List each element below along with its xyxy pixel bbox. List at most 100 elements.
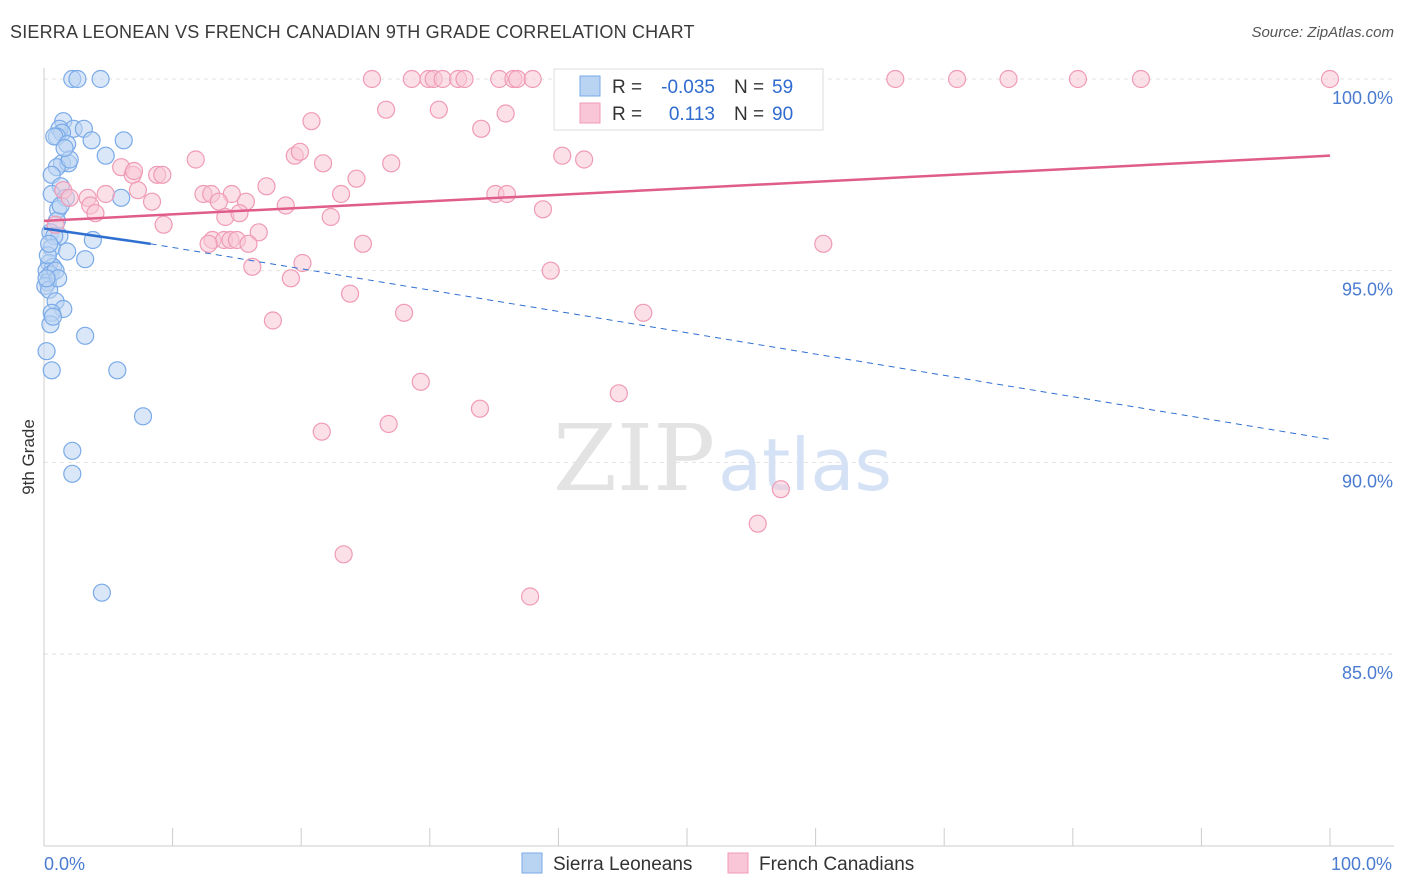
bottom-legend-swatch-sierra-leoneans	[521, 852, 543, 874]
point-french-canadian-75	[243, 257, 262, 276]
point-french-canadian-77	[281, 269, 301, 288]
point-sierra-leonean-44	[42, 361, 61, 380]
point-french-canadian-31	[575, 150, 594, 169]
correlation-legend: R = -0.035 N = 59 R = 0.113 N = 90	[553, 68, 824, 131]
point-french-canadian-22	[1320, 69, 1340, 89]
point-sierra-leonean-48	[63, 464, 82, 483]
y-tick-labels: 85.0% 90.0% 95.0% 100.0%	[1332, 88, 1393, 683]
point-french-canadian-74	[293, 253, 312, 273]
point-french-canadian-9	[508, 69, 527, 89]
point-sierra-leonean-1	[68, 69, 87, 89]
y-tick-label-85: 85.0%	[1342, 663, 1393, 683]
bottom-legend-label-sierra-leoneans: Sierra Leoneans	[553, 854, 692, 875]
trendline-sierra-leoneans	[43, 227, 151, 246]
bottom-legend-swatch-french-canadians	[727, 852, 749, 874]
point-french-canadian-61	[533, 200, 553, 219]
point-french-canadian-89	[334, 545, 353, 564]
legend-r-value-1: -0.035	[661, 77, 715, 98]
point-sierra-leonean-58	[37, 269, 56, 288]
point-french-canadian-81	[263, 311, 283, 330]
series-french-canadians	[46, 69, 1340, 606]
point-french-canadian-21	[1131, 69, 1151, 89]
point-french-canadian-42	[128, 181, 147, 200]
y-axis-label: 9th Grade	[19, 419, 38, 495]
point-french-canadian-54	[142, 192, 162, 211]
point-french-canadian-48	[331, 184, 351, 204]
point-french-canadian-19	[999, 69, 1018, 89]
point-french-canadian-76	[541, 261, 560, 280]
point-french-canadian-35	[382, 154, 401, 173]
point-french-canadian-29	[290, 142, 310, 161]
point-french-canadian-79	[394, 303, 414, 322]
point-french-canadian-38	[124, 161, 144, 181]
point-french-canadian-10	[523, 69, 542, 89]
point-french-canadian-6	[455, 69, 474, 89]
point-french-canadian-4	[433, 69, 452, 89]
point-french-canadian-70	[199, 234, 218, 253]
point-french-canadian-64	[154, 215, 173, 234]
point-french-canadian-1	[402, 69, 421, 89]
point-french-canadian-84	[470, 399, 490, 418]
legend-r-label-2: R =	[612, 104, 642, 125]
point-sierra-leonean-30	[76, 250, 95, 269]
point-french-canadian-17	[886, 69, 905, 89]
trendline-sierra-leoneans-extrapolated	[150, 243, 1331, 440]
point-sierra-leonean-46	[133, 407, 153, 426]
legend-swatch-sierra-leoneans	[579, 75, 601, 97]
watermark-atlas: atlas	[718, 423, 892, 507]
point-french-canadian-40	[347, 169, 366, 188]
point-french-canadian-62	[230, 204, 249, 223]
y-tick-label-95: 95.0%	[1342, 280, 1393, 300]
point-french-canadian-65	[249, 223, 268, 242]
legend-r-value-2: 0.113	[669, 104, 715, 125]
point-sierra-leonean-42	[76, 326, 95, 345]
point-french-canadian-26	[302, 112, 321, 131]
legend-n-label-2: N =	[734, 104, 764, 125]
point-french-canadian-71	[353, 234, 373, 253]
point-french-canadian-59	[321, 207, 340, 227]
point-french-canadian-72	[814, 234, 833, 253]
point-french-canadian-25	[496, 104, 515, 123]
trendlines	[43, 154, 1331, 440]
x-axis-ticks	[172, 828, 1331, 846]
point-french-canadian-30	[553, 146, 572, 165]
point-french-canadian-87	[771, 480, 790, 499]
point-french-canadian-51	[60, 188, 79, 207]
point-french-canadian-73	[239, 234, 258, 253]
legend-swatch-french-canadians	[579, 102, 601, 124]
legend-n-value-1: 59	[772, 77, 793, 98]
y-tick-label-100: 100.0%	[1332, 88, 1393, 108]
point-french-canadian-53	[209, 192, 228, 211]
series-sierra-leoneans	[36, 69, 153, 602]
point-french-canadian-41	[257, 177, 276, 196]
point-french-canadian-86	[312, 422, 331, 441]
point-sierra-leonean-47	[63, 441, 82, 460]
point-french-canadian-90	[521, 587, 540, 606]
legend-r-label-1: R =	[612, 77, 642, 98]
point-french-canadian-32	[186, 150, 205, 169]
point-sierra-leonean-49	[92, 583, 111, 602]
legend-n-label-1: N =	[734, 77, 764, 98]
point-french-canadian-60	[276, 196, 295, 215]
watermark-zip: ZIP	[553, 405, 715, 512]
point-french-canadian-50	[497, 184, 517, 204]
trendline-french-canadians	[43, 154, 1331, 223]
legend-n-value-2: 90	[772, 104, 793, 125]
point-french-canadian-78	[340, 284, 360, 303]
point-sierra-leonean-13	[96, 146, 115, 165]
point-sierra-leonean-21	[112, 188, 131, 207]
point-french-canadian-83	[609, 384, 628, 403]
point-french-canadian-24	[429, 100, 448, 119]
point-sierra-leonean-57	[55, 138, 74, 158]
point-french-canadian-39	[153, 165, 172, 184]
point-sierra-leonean-45	[108, 361, 127, 380]
point-french-canadian-0	[362, 69, 382, 89]
point-sierra-leonean-43	[37, 342, 56, 361]
point-french-canadian-45	[96, 184, 115, 204]
point-french-canadian-82	[411, 372, 430, 391]
x-tick-label-min: 0.0%	[44, 854, 85, 874]
chart-source: Source: ZipAtlas.com	[1251, 24, 1394, 41]
point-french-canadian-18	[947, 69, 967, 89]
gridlines	[44, 78, 1394, 655]
